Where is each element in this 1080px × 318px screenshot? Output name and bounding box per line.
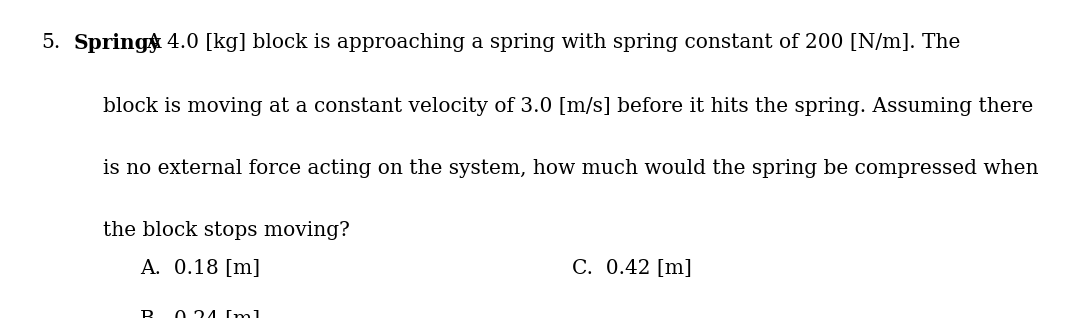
Text: the block stops moving?: the block stops moving? (103, 221, 350, 240)
Text: 5.: 5. (41, 33, 60, 52)
Text: is no external force acting on the system, how much would the spring be compress: is no external force acting on the syste… (103, 159, 1038, 178)
Text: C.  0.42 [m]: C. 0.42 [m] (572, 259, 692, 278)
Text: A.  0.18 [m]: A. 0.18 [m] (140, 259, 260, 278)
Text: block is moving at a constant velocity of 3.0 [m/s] before it hits the spring. A: block is moving at a constant velocity o… (103, 97, 1032, 116)
Text: B.  0.24 [m]: B. 0.24 [m] (140, 310, 260, 318)
Text: A 4.0 [kg] block is approaching a spring with spring constant of 200 [N/m]. The: A 4.0 [kg] block is approaching a spring… (146, 33, 960, 52)
Text: Springy: Springy (73, 33, 161, 53)
